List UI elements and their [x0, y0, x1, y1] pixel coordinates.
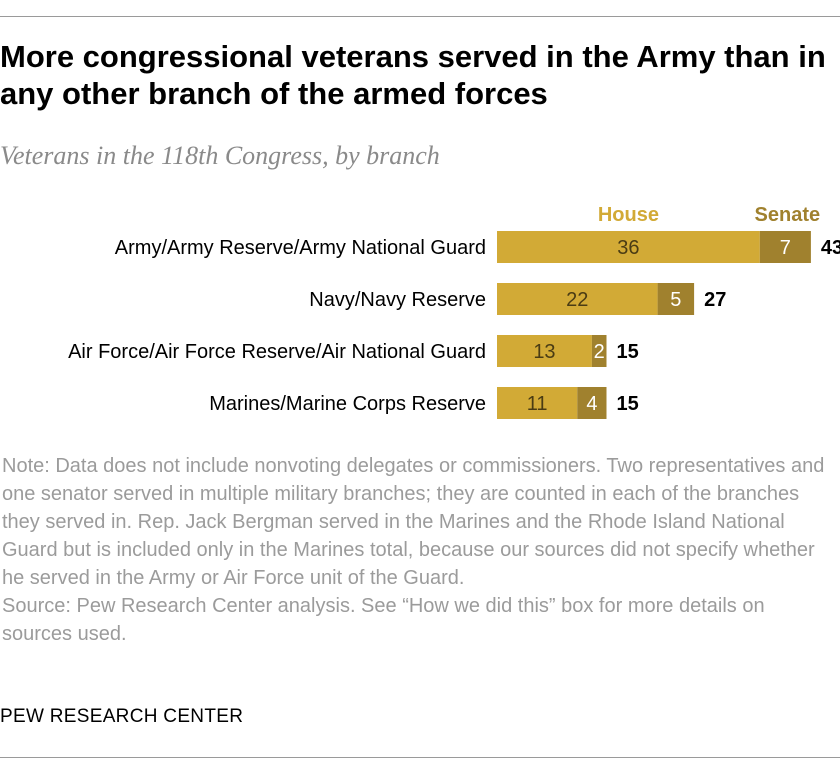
bar-senate: [577, 387, 607, 419]
bar-total-label: 15: [617, 341, 639, 363]
bar-house-label: 22: [566, 289, 588, 311]
bar-house: [497, 387, 578, 419]
bar-house-label: 13: [533, 341, 555, 363]
chart-bars: Army/Army Reserve/Army National Guard 36 7…: [68, 231, 840, 419]
legend-senate: Senate: [755, 204, 821, 226]
bar-senate-label: 7: [780, 237, 791, 259]
bar-house: [497, 335, 592, 367]
chart-legend: House Senate: [598, 204, 820, 226]
bar-total-label: 15: [617, 393, 639, 415]
category-label: Army/Army Reserve/Army National Guard: [115, 237, 486, 259]
top-rule: [0, 16, 840, 17]
bar-senate: [759, 231, 811, 263]
bar-senate-label: 5: [670, 289, 681, 311]
source-text: Source: Pew Research Center analysis. Se…: [2, 595, 765, 645]
bar-senate: [657, 283, 695, 315]
category-label: Air Force/Air Force Reserve/Air National…: [68, 341, 486, 363]
category-label: Marines/Marine Corps Reserve: [209, 393, 486, 415]
bar-total-label: 43: [821, 237, 840, 259]
bar-senate: [591, 335, 607, 367]
bar-house: [497, 231, 760, 263]
chart-notes: Note: Data does not include nonvoting de…: [2, 452, 832, 648]
bar-house: [497, 283, 658, 315]
publisher-credit: PEW RESEARCH CENTER: [0, 706, 244, 727]
chart-subtitle: Veterans in the 118th Congress, by branc…: [0, 141, 440, 170]
bar-house-label: 11: [527, 393, 548, 415]
stacked-bar-chart: House Senate Army/Army Reserve/Army Natio…: [68, 204, 840, 419]
bar-senate-label: 2: [594, 341, 605, 363]
chart-title: More congressional veterans served in th…: [0, 39, 826, 111]
bar-total-label: 27: [704, 289, 726, 311]
legend-house: House: [598, 204, 659, 226]
bar-house-label: 36: [617, 237, 639, 259]
note-text: Note: Data does not include nonvoting de…: [2, 455, 825, 589]
bar-senate-label: 4: [586, 393, 597, 415]
bottom-rule: [0, 757, 840, 758]
category-label: Navy/Navy Reserve: [309, 289, 486, 311]
